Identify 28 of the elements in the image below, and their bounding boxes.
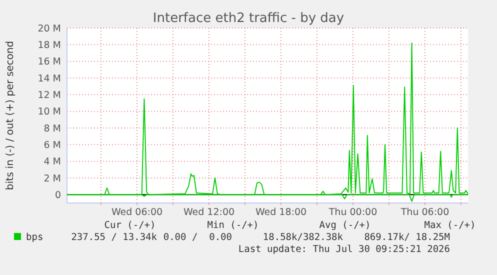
- y-tick-label: 18 M: [38, 40, 61, 51]
- text: Avg (-/+): [319, 220, 371, 231]
- text: 0.00 / 0.00: [163, 232, 232, 243]
- y-tick-label: 10 M: [38, 106, 61, 118]
- y-tick-label: 6 M: [44, 140, 61, 151]
- x-tick-label: Thu 00:00: [328, 207, 378, 218]
- text: 869.17k/ 18.25M: [364, 232, 450, 243]
- x-tick-label: Wed 12:00: [183, 207, 235, 218]
- y-tick-label: 4 M: [44, 156, 61, 168]
- y-tick-label: 16 M: [38, 56, 61, 68]
- text: Min (-/+): [207, 220, 259, 231]
- y-tick-label: 0: [54, 190, 61, 201]
- legend-label: bps: [26, 232, 44, 243]
- text: Cur (-/+): [104, 220, 156, 231]
- y-tick-label: 12 M: [38, 90, 61, 101]
- y-tick-label: 2 M: [44, 173, 61, 184]
- chart-title: Interface eth2 traffic - by day: [152, 11, 344, 26]
- y-tick-label: 14 M: [38, 73, 61, 84]
- text: Max (-/+): [424, 220, 476, 231]
- y-tick-label: 8 M: [44, 123, 61, 134]
- text: 237.55 / 13.34k: [71, 232, 158, 243]
- y-axis-title: bits in (-) / out (+) per second: [5, 40, 16, 190]
- text: 18.58k/382.38k: [262, 232, 344, 243]
- y-tick-label: 20 M: [38, 23, 61, 34]
- x-tick-label: Wed 18:00: [255, 207, 307, 218]
- text: Last update: Thu Jul 30 09:25:21 2026: [238, 244, 450, 255]
- x-tick-label: Thu 06:00: [400, 207, 450, 218]
- x-tick-label: Wed 06:00: [111, 207, 163, 218]
